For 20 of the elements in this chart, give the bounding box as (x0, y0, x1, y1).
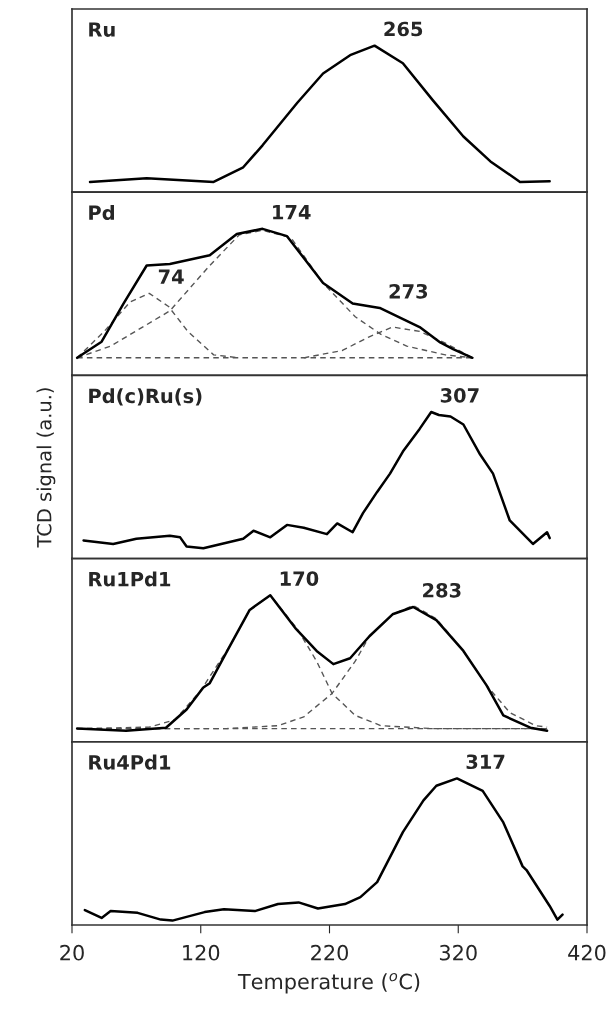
annotation: 174 (273, 205, 311, 220)
x-tick-label: 220 (311, 944, 348, 961)
annotation: 317 (466, 754, 505, 770)
chart-title: Ru1Pd1 (89, 571, 171, 587)
annotation: 265 (384, 21, 423, 37)
x-axis-title: Temperature ($^{o}$C) (237, 972, 420, 994)
x-tick-label: 20 (60, 944, 84, 961)
chart-title: Ru (89, 22, 115, 37)
chart-title: Ru4Pd1 (89, 754, 171, 770)
chart-title: Pd(c)Ru(s) (89, 388, 202, 406)
annotation: 283 (423, 582, 461, 598)
x-tick-label: 420 (568, 944, 606, 961)
chart-title: Pd (89, 205, 114, 221)
annotation: 307 (440, 388, 479, 403)
x-tick-label: 120 (183, 944, 220, 961)
x-tick-label: 320 (439, 944, 477, 961)
annotation: 273 (389, 283, 428, 299)
annotation: 74 (158, 269, 184, 284)
y-axis-title: TCD signal (a.u.) (36, 388, 56, 548)
annotation: 170 (280, 571, 319, 586)
